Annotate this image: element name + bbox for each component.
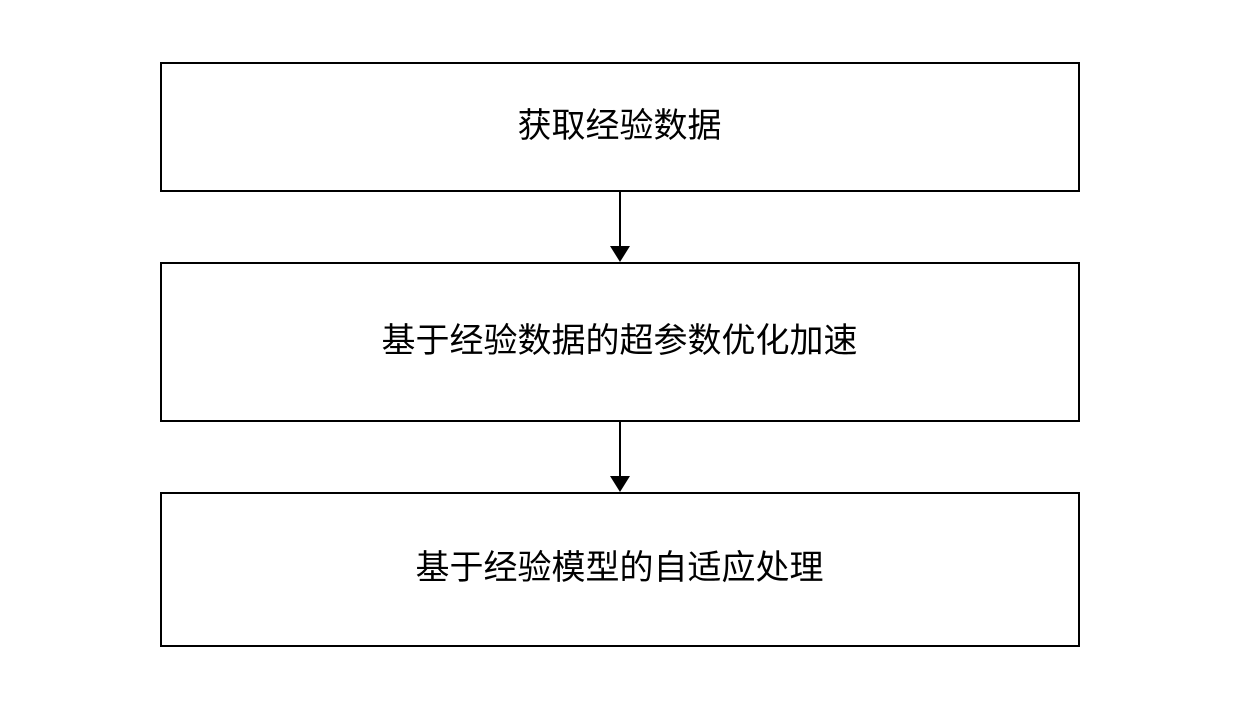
flow-node-2-label: 基于经验数据的超参数优化加速 [382, 322, 858, 363]
arrow-line-icon [619, 192, 621, 246]
flow-node-1: 获取经验数据 [160, 62, 1080, 192]
arrow-head-icon [610, 246, 630, 262]
flow-node-3: 基于经验模型的自适应处理 [160, 492, 1080, 647]
arrow-line-icon [619, 422, 621, 476]
flow-node-3-label: 基于经验模型的自适应处理 [416, 549, 824, 590]
flow-arrow-2 [610, 422, 630, 492]
arrow-head-icon [610, 476, 630, 492]
flowchart-container: 获取经验数据 基于经验数据的超参数优化加速 基于经验模型的自适应处理 [0, 62, 1239, 647]
flow-arrow-1 [610, 192, 630, 262]
flow-node-2: 基于经验数据的超参数优化加速 [160, 262, 1080, 422]
flow-node-1-label: 获取经验数据 [518, 107, 722, 148]
